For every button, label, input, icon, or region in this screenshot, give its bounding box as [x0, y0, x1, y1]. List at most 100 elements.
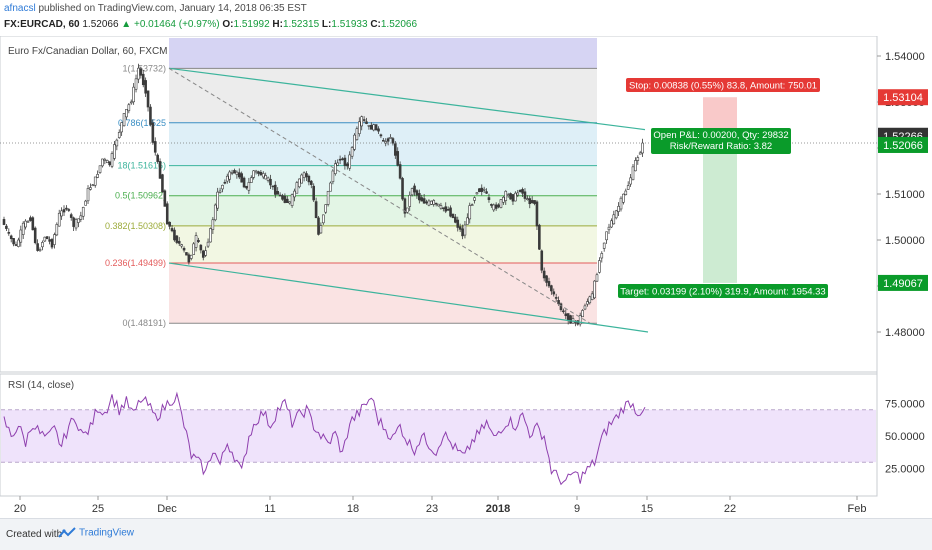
candle-body	[600, 253, 604, 259]
candle-body	[547, 281, 551, 287]
candle-body	[418, 193, 421, 201]
candle-body	[473, 197, 476, 201]
candle-body	[528, 198, 532, 205]
candle-body	[458, 226, 462, 230]
time-tick-label: 15	[641, 503, 653, 515]
candle-body	[312, 185, 315, 201]
candle-body	[103, 158, 107, 161]
open-value: 1.51992	[233, 19, 270, 30]
close-value: 1.52066	[380, 19, 418, 30]
candle-body	[622, 193, 625, 203]
candle-body	[177, 240, 181, 244]
target-label-text: Target: 0.03199 (2.10%) 319.9, Amount: 1…	[620, 287, 825, 298]
candle-body	[175, 235, 179, 243]
candle-body	[506, 194, 510, 197]
candle-body	[81, 207, 85, 217]
long-position-tool[interactable]: Stop: 0.00838 (0.55%) 83.8, Amount: 750.…	[0, 78, 877, 298]
candle-body	[516, 192, 520, 196]
candle-body	[617, 206, 620, 212]
close-label: C:	[370, 19, 381, 30]
candle-body	[29, 217, 32, 221]
candle-body	[559, 303, 563, 310]
price-badge-label: 1.52066	[883, 140, 923, 152]
candle-body	[487, 197, 491, 200]
candle-body	[185, 252, 188, 256]
candle-body	[490, 204, 493, 206]
low-value: 1.51933	[331, 19, 368, 30]
fib-level-label: 1(1.53732)	[122, 63, 166, 73]
price-tick-label: 1.51000	[885, 189, 925, 201]
candle-body	[300, 174, 303, 184]
candle-body	[189, 254, 193, 259]
candle-body	[523, 191, 527, 199]
fib-band	[169, 165, 597, 196]
author-link[interactable]: afnacsl	[4, 3, 36, 14]
candle-body	[478, 188, 481, 192]
candle-body	[391, 138, 395, 144]
candle-body	[122, 113, 126, 127]
fib-level-label: 0.5(1.50962)	[115, 191, 166, 201]
candle-body	[334, 163, 337, 174]
candle-body	[278, 194, 282, 197]
time-tick-label: 23	[426, 503, 438, 515]
candle-body	[631, 166, 635, 181]
candle-body	[182, 247, 186, 251]
candle-body	[324, 204, 328, 213]
candle-body	[309, 180, 313, 185]
candle-body	[382, 139, 385, 142]
candle-body	[17, 239, 20, 247]
candle-body	[225, 175, 229, 182]
candle-body	[425, 201, 428, 204]
candle-body	[285, 198, 289, 203]
candle-body	[134, 78, 138, 90]
tradingview-link[interactable]: TradingView	[58, 527, 134, 539]
candle-body	[470, 204, 474, 206]
rsi-line	[3, 391, 646, 486]
candle-body	[252, 170, 255, 178]
candle-body	[245, 185, 248, 189]
candle-body	[499, 199, 503, 208]
time-tick-label: 11	[264, 503, 275, 515]
candle-body	[482, 188, 486, 191]
price-tick-label: 1.48000	[885, 327, 925, 339]
candle-body	[2, 219, 6, 225]
candle-body	[586, 301, 589, 305]
price-badge	[878, 274, 928, 291]
fib-band	[169, 122, 597, 166]
candle-body	[261, 173, 265, 178]
candle-body	[492, 204, 496, 211]
candle-body	[619, 197, 623, 210]
candle-body	[211, 219, 215, 230]
candle-body	[12, 238, 15, 245]
candle-body	[139, 68, 143, 76]
time-tick-label: Dec	[157, 503, 177, 515]
trend-channel[interactable]	[168, 67, 649, 333]
candle-body	[283, 195, 287, 203]
candle-body	[372, 124, 376, 131]
candle-body	[117, 132, 121, 138]
candle-body	[410, 188, 414, 196]
chart-frame[interactable]: 1(1.53732) 0.786(1.525 18(1.51616) 0.5(1.50…	[0, 35, 932, 516]
fibonacci-retracement[interactable]: 1(1.53732) 0.786(1.525 18(1.51616) 0.5(1.50…	[105, 38, 597, 328]
candle-body	[629, 177, 632, 185]
candle-body	[293, 190, 296, 198]
candle-body	[288, 201, 291, 204]
candle-body	[50, 239, 54, 248]
open-label: O:	[222, 19, 234, 30]
candle-body	[480, 187, 484, 192]
time-tick-label: 2018	[486, 503, 510, 515]
candle-body	[595, 274, 599, 282]
candle-body	[538, 224, 541, 250]
candle-body	[187, 254, 191, 263]
candle-body	[259, 171, 263, 176]
chart-svg[interactable]: 1(1.53732) 0.786(1.525 18(1.51616) 0.5(1.50…	[0, 35, 932, 516]
candle-body	[427, 200, 431, 206]
candle-body	[338, 158, 342, 161]
symbol-header: FX:EURCAD, 60 1.52066 ▲ +0.01464 (+0.97%…	[4, 19, 417, 30]
fib-level-label: 0.236(1.49499)	[105, 258, 166, 268]
rsi-indicator	[1, 391, 876, 486]
candle-body	[355, 128, 359, 140]
pnl-label-box	[651, 128, 791, 154]
candle-body	[379, 134, 383, 137]
candle-body	[153, 141, 157, 153]
